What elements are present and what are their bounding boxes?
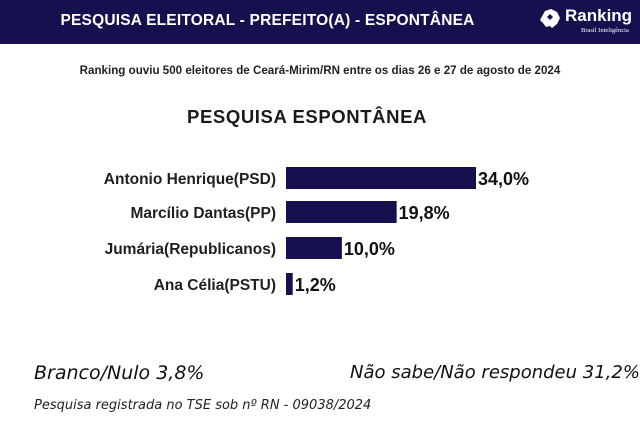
bar <box>286 273 293 295</box>
nao-sabe-text: Não sabe/Não respondeu 31,2% <box>350 362 640 383</box>
page-title: PESQUISA ELEITORAL - PREFEITO(A) - ESPON… <box>60 12 475 29</box>
bar <box>286 201 397 223</box>
bar-chart: Antonio Henrique(PSD) 34,0% Marcílio Danta… <box>104 167 529 295</box>
category-label: Antonio Henrique(PSD) <box>104 171 276 188</box>
category-label: Ana Célia(PSTU) <box>154 277 276 294</box>
logo-name: Ranking <box>565 6 633 25</box>
value-label: 34,0% <box>478 169 529 189</box>
registration-text: Pesquisa registrada no TSE sob nº RN - 0… <box>34 398 372 413</box>
bar <box>286 167 476 189</box>
category-label: Jumária(Republicanos) <box>105 241 276 258</box>
chart-title: PESQUISA ESPONTÂNEA <box>187 106 427 127</box>
bar <box>286 237 342 259</box>
category-label: Marcílio Dantas(PP) <box>130 205 276 222</box>
logo-subtitle: Brasil Inteligência <box>581 27 629 34</box>
branco-nulo-text: Branco/Nulo 3,8% <box>34 362 205 384</box>
survey-subtitle: Ranking ouviu 500 eleitores de Ceará-Mir… <box>79 64 561 77</box>
value-label: 19,8% <box>399 203 450 223</box>
value-label: 10,0% <box>344 239 395 259</box>
map-icon <box>540 9 560 28</box>
header-bar: PESQUISA ELEITORAL - PREFEITO(A) - ESPON… <box>0 0 640 44</box>
ranking-logo: Ranking Brasil Inteligência <box>537 4 637 40</box>
value-label: 1,2% <box>295 275 336 295</box>
